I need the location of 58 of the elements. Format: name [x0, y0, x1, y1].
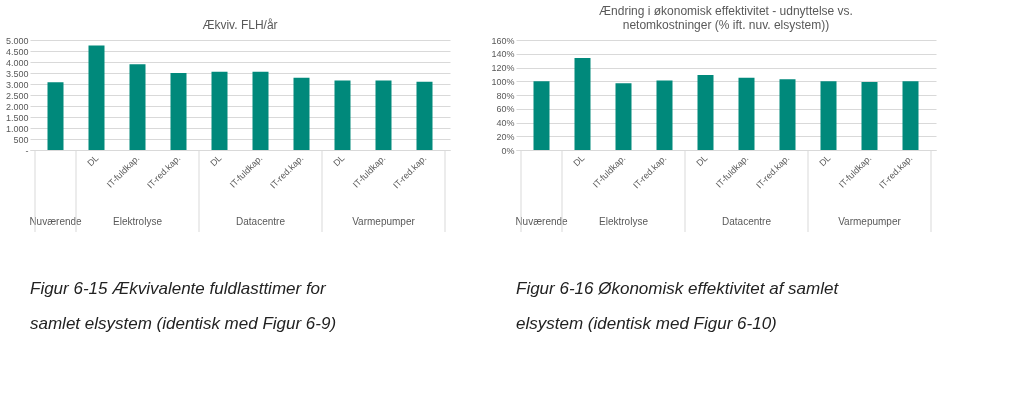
bar	[211, 71, 228, 150]
chart-title: Ændring i økonomisk effektivitet - udnyttelse vs. netomkostninger (% ift. nuv. elsystem))	[599, 4, 853, 32]
text: Varmepumper	[838, 216, 902, 227]
bar	[334, 80, 351, 150]
text: Elektrolyse	[599, 216, 649, 227]
y-tick-label: 0%	[501, 145, 515, 156]
text: Figur 6-15 Ækvivalente fuldlasttimer for samlet elsystem (identisk med Figur 6-9)	[30, 278, 337, 333]
y-tick-label: 100%	[491, 76, 515, 87]
text: Datacentre	[722, 216, 772, 227]
bar	[416, 81, 433, 150]
bar	[697, 75, 714, 150]
y-tick-label: 40%	[496, 118, 515, 128]
text: Varmepumper	[352, 216, 416, 227]
x-tick-label: DL	[331, 152, 347, 169]
bar	[615, 83, 632, 150]
bar	[574, 57, 591, 150]
bar	[902, 81, 919, 150]
y-tick-label: 120%	[491, 63, 515, 73]
bar	[861, 81, 878, 150]
bar	[779, 79, 796, 150]
bar	[170, 73, 187, 150]
bar	[375, 80, 392, 150]
bar	[293, 77, 310, 150]
x-tick-label: DL	[817, 152, 833, 169]
bar	[738, 77, 755, 150]
text: Datacentre	[236, 216, 286, 227]
y-tick-label: 3.000	[5, 79, 29, 90]
bar	[533, 81, 550, 150]
y-tick-label: 4.500	[5, 46, 29, 57]
text: Elektrolyse	[113, 216, 163, 227]
y-tick-label: 4.000	[5, 57, 29, 68]
y-tick-label: 140%	[491, 49, 515, 60]
text: Nuværende	[29, 216, 83, 227]
bar	[252, 71, 269, 150]
y-tick-label: 60%	[496, 104, 515, 115]
x-tick-label: DL	[85, 152, 101, 169]
x-tick-label: DL	[208, 152, 224, 169]
bar	[820, 81, 837, 150]
text: Figur 6-16 Økonomisk effektivitet af samlet elsystem (identisk med Figur 6-10)	[516, 278, 840, 333]
y-tick-label: 1.500	[5, 112, 29, 123]
x-tick-label: DL	[694, 152, 710, 169]
y-tick-label: -	[25, 145, 29, 156]
y-tick-label: 5.000	[5, 35, 29, 46]
y-tick-label: 2.500	[5, 90, 29, 101]
x-tick-label: DL	[571, 152, 587, 169]
bar	[129, 64, 146, 150]
y-tick-label: 160%	[491, 35, 515, 46]
bar	[47, 82, 64, 150]
y-tick-label: 500	[13, 134, 29, 145]
y-tick-label: 80%	[496, 90, 515, 101]
bar	[656, 80, 673, 150]
y-tick-label: 1.000	[5, 123, 29, 134]
text: Nuværende	[515, 216, 569, 227]
y-tick-label: 3.500	[5, 68, 29, 79]
chart-title: Ækviv. FLH/år	[202, 18, 278, 32]
y-tick-label: 20%	[496, 131, 515, 142]
bar	[88, 45, 105, 150]
y-tick-label: 2.000	[5, 101, 29, 112]
